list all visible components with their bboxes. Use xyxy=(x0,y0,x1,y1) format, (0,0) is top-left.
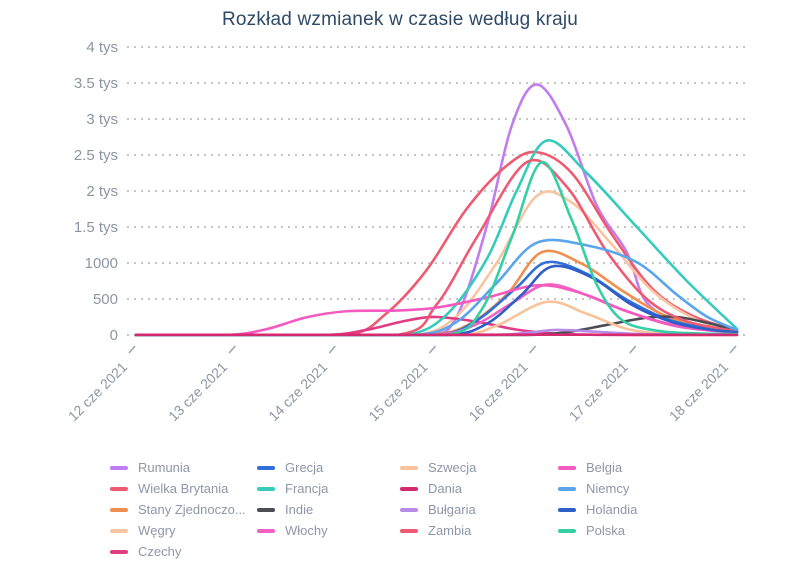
legend-item-Francja[interactable]: Francja xyxy=(257,478,328,499)
x-tick-label: 16 cze 2021 xyxy=(465,359,530,424)
legend-label: Czechy xyxy=(138,544,182,559)
legend-swatch xyxy=(257,507,275,512)
legend-label: Zambia xyxy=(428,523,472,538)
y-tick-label: 2.5 tys xyxy=(74,147,118,164)
x-tick-label: 15 cze 2021 xyxy=(365,359,430,424)
y-tick-label: 3 tys xyxy=(86,111,118,128)
x-tick-label: 17 cze 2021 xyxy=(566,359,631,424)
legend-swatch xyxy=(257,486,275,491)
y-tick-label: 1000 xyxy=(85,255,118,272)
legend-swatch xyxy=(558,465,576,470)
legend-label: Belgia xyxy=(586,460,623,475)
x-tick xyxy=(529,345,537,354)
legend-swatch xyxy=(558,507,576,512)
legend-item-Rumunia[interactable]: Rumunia xyxy=(110,457,246,478)
y-tick-label: 3.5 tys xyxy=(74,75,118,92)
y-tick-label: 1.5 tys xyxy=(74,219,118,236)
legend-column: Grecja Francja Indie Włochy xyxy=(257,457,328,541)
legend-item-Belgia[interactable]: Belgia xyxy=(558,457,637,478)
legend-label: Polska xyxy=(586,523,626,538)
legend-label: Szwecja xyxy=(428,460,477,475)
legend-item-Indie[interactable]: Indie xyxy=(257,499,328,520)
legend-swatch xyxy=(558,528,576,533)
legend-label: Grecja xyxy=(285,460,324,475)
legend-label: Indie xyxy=(285,502,314,517)
legend-label: Węgry xyxy=(138,523,176,538)
x-tick xyxy=(428,345,437,354)
legend-item-Czechy[interactable]: Czechy xyxy=(110,541,246,562)
legend-item-Wielka Brytania[interactable]: Wielka Brytania xyxy=(110,478,246,499)
y-tick-label: 0 xyxy=(110,327,118,344)
x-tick xyxy=(629,345,637,354)
legend-item-Zambia[interactable]: Zambia xyxy=(400,520,476,541)
legend-label: Stany Zjednoczo... xyxy=(138,502,246,517)
legend-swatch xyxy=(257,465,275,470)
legend-label: Francja xyxy=(285,481,329,496)
legend-swatch xyxy=(400,486,418,491)
chart-title: Rozkład wzmianek w czasie według kraju xyxy=(221,9,579,30)
plot-area: 0 500 1000 1.5 tys 2 tys 2.5 tys 3 tys 3.5 tys 4… xyxy=(65,39,745,424)
legend-item-Bułgaria[interactable]: Bułgaria xyxy=(400,499,476,520)
legend-swatch xyxy=(558,486,576,491)
x-tick-label: 12 cze 2021 xyxy=(65,359,130,424)
x-tick-label: 14 cze 2021 xyxy=(265,359,330,424)
legend-swatch xyxy=(400,465,418,470)
legend-label: Rumunia xyxy=(138,460,191,475)
legend-swatch xyxy=(110,528,128,533)
legend-swatch xyxy=(110,549,128,554)
y-tick-label: 4 tys xyxy=(86,39,118,56)
legend-item-Dania[interactable]: Dania xyxy=(400,478,476,499)
legend: Rumunia Wielka Brytania Stany Zjednoczo...… xyxy=(0,457,800,565)
legend-swatch xyxy=(400,507,418,512)
legend-item-Holandia[interactable]: Holandia xyxy=(558,499,637,520)
x-tick xyxy=(729,345,737,354)
legend-label: Wielka Brytania xyxy=(138,481,229,496)
legend-label: Holandia xyxy=(586,502,638,517)
x-tick xyxy=(128,345,136,354)
legend-item-Szwecja[interactable]: Szwecja xyxy=(400,457,476,478)
x-tick-label: 13 cze 2021 xyxy=(165,359,230,424)
legend-label: Bułgaria xyxy=(428,502,476,517)
legend-item-Polska[interactable]: Polska xyxy=(558,520,637,541)
legend-swatch xyxy=(400,528,418,533)
legend-swatch xyxy=(110,465,128,470)
legend-item-Włochy[interactable]: Włochy xyxy=(257,520,328,541)
legend-swatch xyxy=(110,486,128,491)
legend-item-Węgry[interactable]: Węgry xyxy=(110,520,246,541)
legend-label: Dania xyxy=(428,481,462,496)
y-tick-label: 500 xyxy=(93,291,118,308)
legend-swatch xyxy=(257,528,275,533)
legend-swatch xyxy=(110,507,128,512)
y-tick-label: 2 tys xyxy=(86,183,118,200)
legend-label: Niemcy xyxy=(586,481,630,496)
series-line-Belgia[interactable] xyxy=(134,283,739,337)
x-tick xyxy=(328,345,336,354)
legend-column: Rumunia Wielka Brytania Stany Zjednoczo...… xyxy=(110,457,246,562)
legend-column: Szwecja Dania Bułgaria Zambia xyxy=(400,457,476,541)
legend-label: Włochy xyxy=(285,523,328,538)
legend-column: Belgia Niemcy Holandia Polska xyxy=(558,457,637,541)
legend-item-Stany Zjednoczo...[interactable]: Stany Zjednoczo... xyxy=(110,499,246,520)
x-tick xyxy=(228,345,236,354)
legend-item-Grecja[interactable]: Grecja xyxy=(257,457,328,478)
legend-item-Niemcy[interactable]: Niemcy xyxy=(558,478,637,499)
x-tick-label: 18 cze 2021 xyxy=(666,359,731,424)
